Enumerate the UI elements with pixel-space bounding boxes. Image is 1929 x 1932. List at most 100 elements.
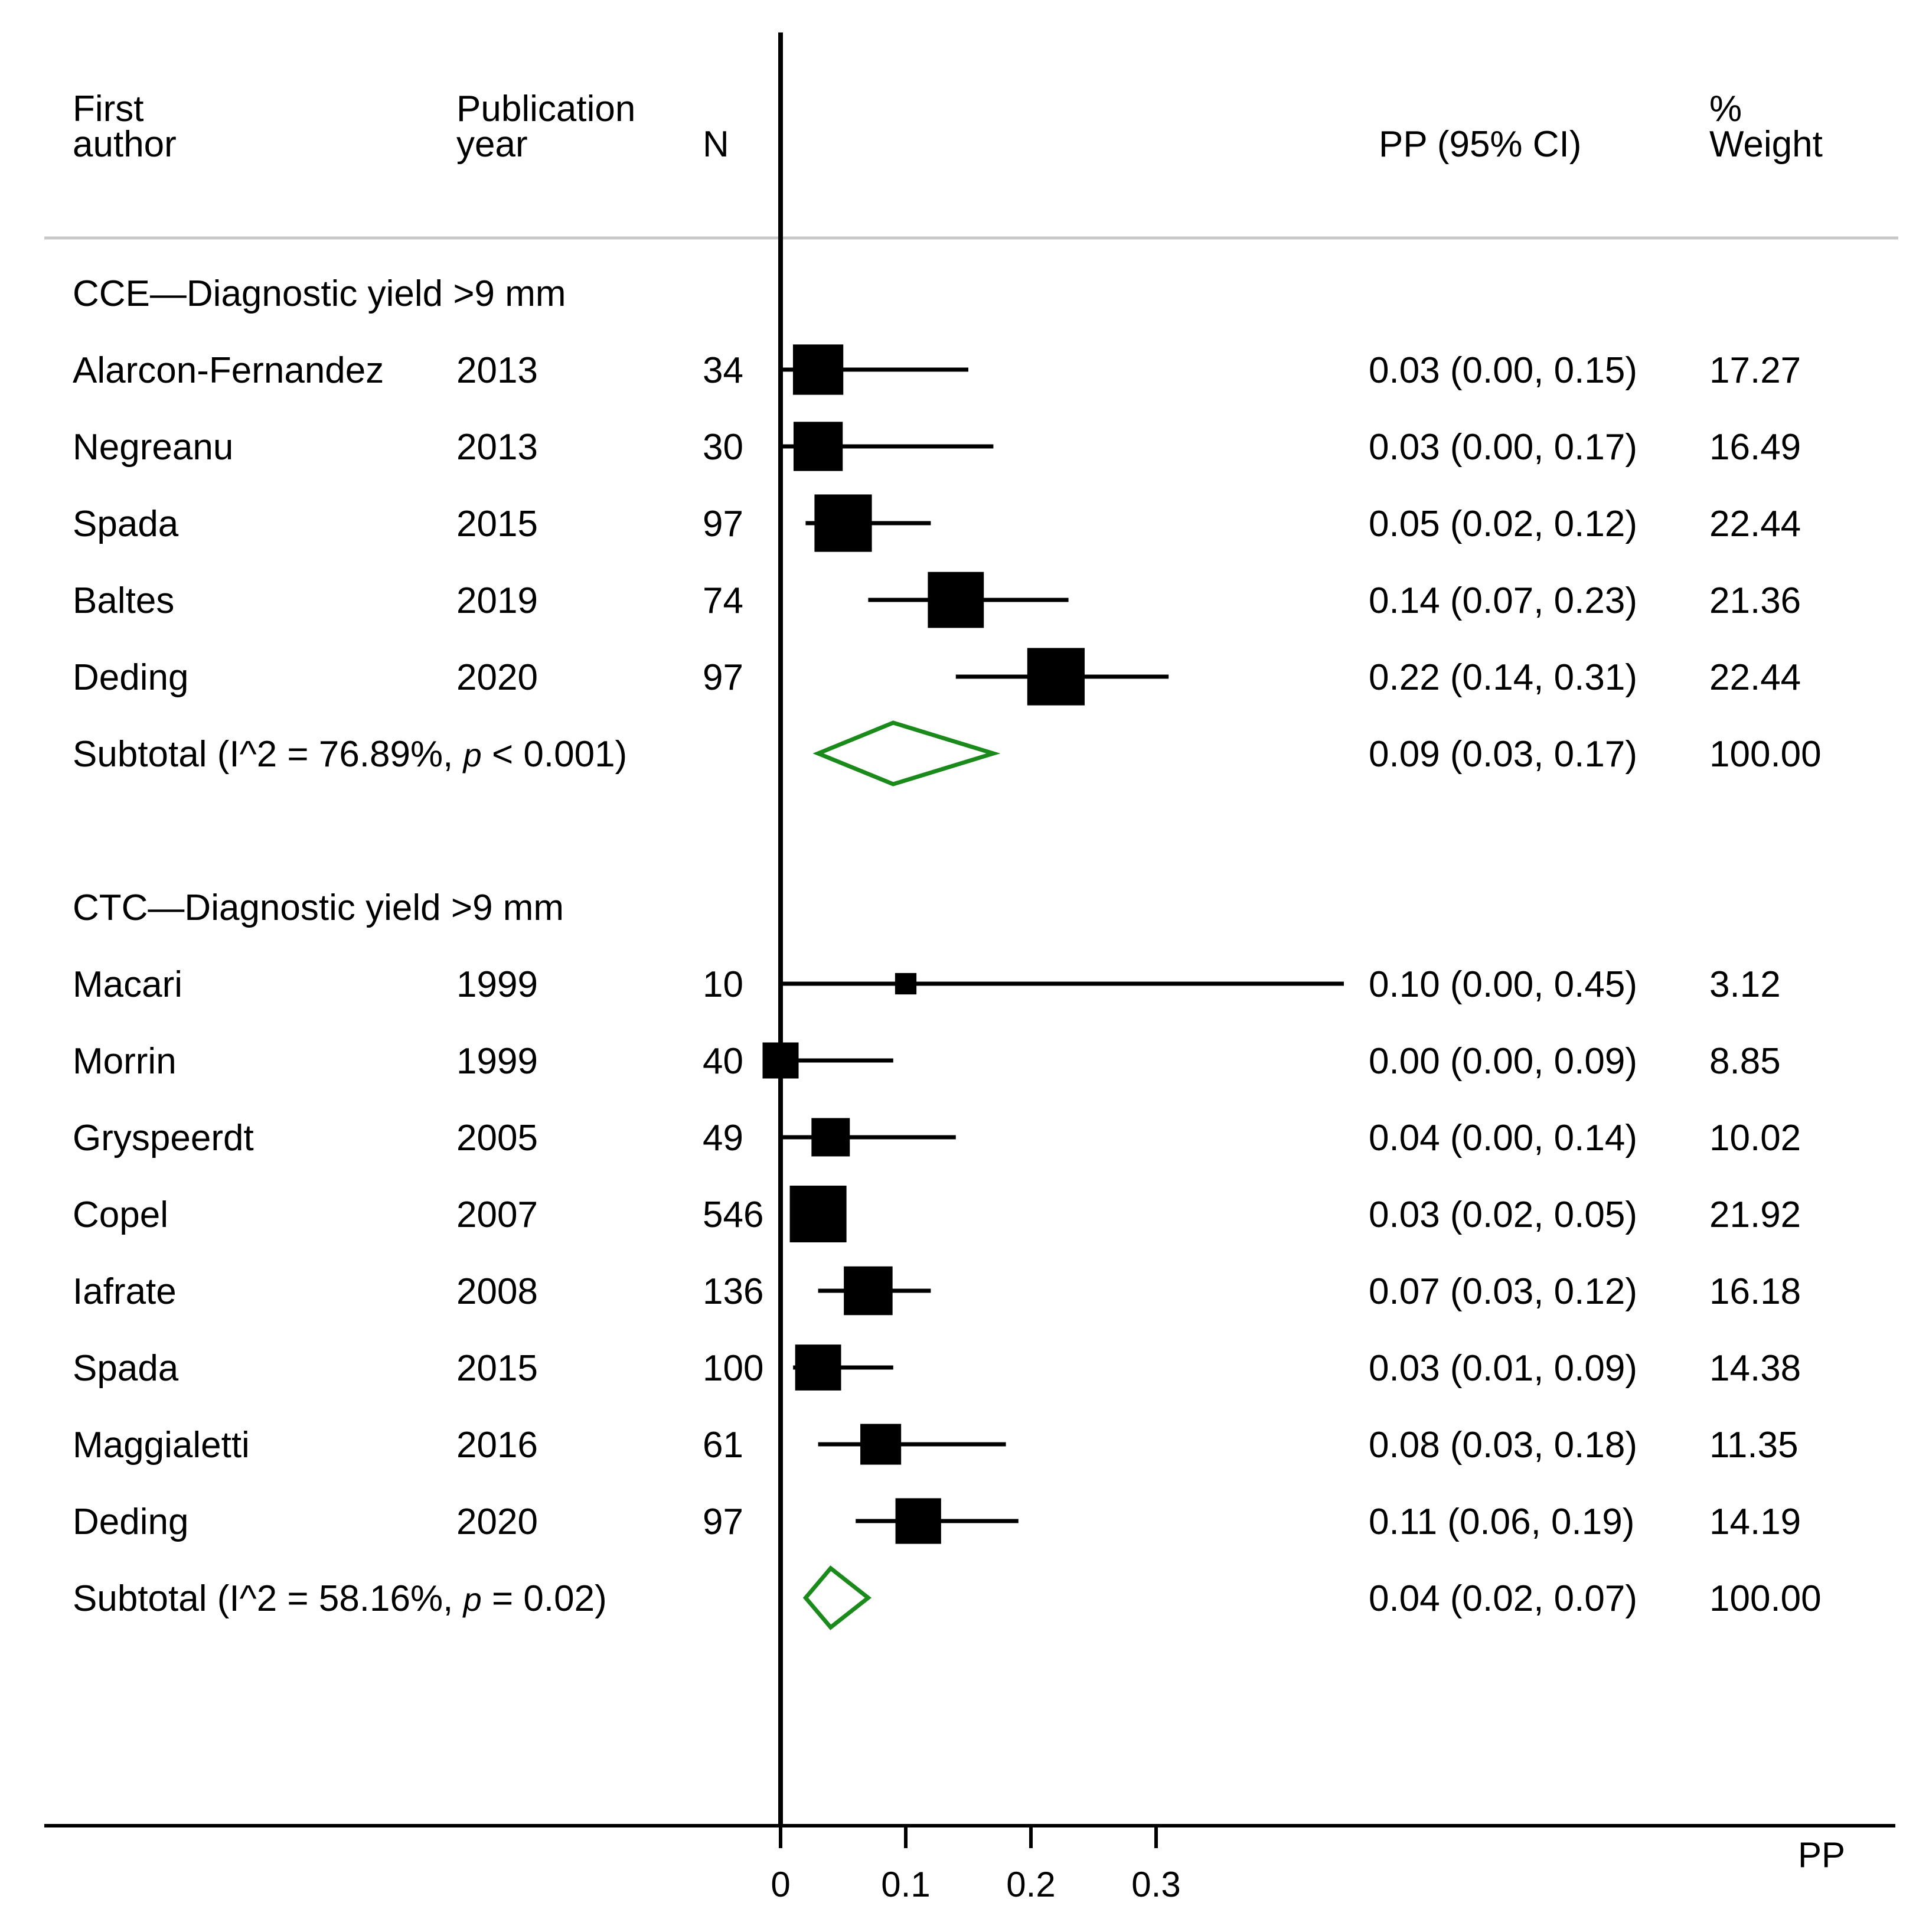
study-author: Copel	[73, 1195, 168, 1235]
point-estimate-box	[789, 1185, 847, 1243]
study-ci: 0.05 (0.02, 0.12)	[1369, 504, 1637, 544]
study-row: Macari 1999 10 0.10 (0.00, 0.45) 3.12	[73, 964, 1781, 1005]
subtotal-weight: 100.00	[1709, 1578, 1822, 1619]
pooled-estimate-diamond	[812, 720, 1001, 786]
study-weight: 8.85	[1709, 1041, 1781, 1082]
subtotal-heterogeneity: Subtotal (I^2 = 76.89%,	[73, 734, 464, 775]
study-row: Spada 2015 100 0.03 (0.01, 0.09) 14.38	[73, 1344, 1801, 1391]
subtotal-heterogeneity: Subtotal (I^2 = 58.16%,	[73, 1578, 464, 1619]
study-n: 136	[703, 1271, 763, 1312]
study-weight: 11.35	[1709, 1425, 1799, 1466]
study-n: 40	[703, 1041, 743, 1082]
study-author: Deding	[73, 657, 188, 698]
study-year: 2005	[456, 1118, 538, 1158]
study-ci: 0.04 (0.00, 0.14)	[1369, 1118, 1637, 1158]
study-year: 2016	[456, 1425, 538, 1466]
point-estimate-box	[795, 1344, 841, 1391]
study-author: Alarcon-Fernandez	[73, 350, 384, 391]
point-estimate-box	[814, 494, 872, 552]
study-year: 2013	[456, 427, 538, 468]
study-row: Spada 2015 97 0.05 (0.02, 0.12) 22.44	[73, 494, 1801, 552]
header-weight-line1: %	[1709, 89, 1742, 129]
study-n: 74	[703, 580, 743, 621]
study-ci: 0.03 (0.02, 0.05)	[1369, 1195, 1637, 1235]
point-estimate-box	[811, 1118, 850, 1157]
forest-rows: CCE—Diagnostic yield >9 mm Alarcon-Fernan…	[73, 273, 1822, 1630]
study-weight: 14.19	[1709, 1502, 1801, 1542]
x-axis-ticks: 0 0.1 0.2 0.3	[771, 1826, 1181, 1904]
study-n: 10	[703, 964, 743, 1005]
study-weight: 3.12	[1709, 964, 1781, 1005]
study-year: 2020	[456, 1502, 538, 1542]
study-author: Deding	[73, 1502, 188, 1542]
study-weight: 10.02	[1709, 1118, 1801, 1158]
study-year: 2015	[456, 504, 538, 544]
study-row: Copel 2007 546 0.03 (0.02, 0.05) 21.92	[73, 1185, 1801, 1243]
study-ci: 0.11 (0.06, 0.19)	[1369, 1502, 1634, 1542]
header-n: N	[703, 124, 729, 165]
study-author: Maggialetti	[73, 1425, 250, 1466]
study-weight: 21.92	[1709, 1195, 1801, 1235]
study-n: 49	[703, 1118, 743, 1158]
subtotal-row: Subtotal (I^2 = 58.16%, p = 0.02) 0.04 (0…	[73, 1565, 1822, 1630]
study-ci: 0.03 (0.01, 0.09)	[1369, 1348, 1637, 1389]
subtotal-weight: 100.00	[1709, 734, 1822, 775]
study-n: 34	[703, 350, 743, 391]
study-author: Spada	[73, 1348, 179, 1389]
study-ci: 0.07 (0.03, 0.12)	[1369, 1271, 1637, 1312]
study-author: Macari	[73, 964, 182, 1005]
study-n: 97	[703, 504, 743, 544]
point-estimate-box	[844, 1266, 893, 1316]
point-estimate-box	[1027, 648, 1085, 706]
subtotal-p-value: = 0.02)	[482, 1578, 607, 1619]
study-row: Alarcon-Fernandez 2013 34 0.03 (0.00, 0.15)…	[73, 344, 1801, 395]
point-estimate-box	[928, 572, 984, 628]
study-ci: 0.10 (0.00, 0.45)	[1369, 964, 1637, 1005]
study-row: Maggialetti 2016 61 0.08 (0.03, 0.18) 11.35	[73, 1424, 1799, 1466]
study-row: Negreanu 2013 30 0.03 (0.00, 0.17) 16.49	[73, 422, 1801, 471]
subtotal-p-symbol: p	[462, 736, 482, 774]
study-year: 2019	[456, 580, 538, 621]
study-ci: 0.08 (0.03, 0.18)	[1369, 1425, 1637, 1466]
study-author: Iafrate	[73, 1271, 177, 1312]
study-year: 2013	[456, 350, 538, 391]
pooled-estimate-diamond	[802, 1565, 872, 1630]
point-estimate-box	[793, 422, 843, 471]
study-year: 1999	[456, 964, 538, 1005]
group-title: CCE—Diagnostic yield >9 mm	[73, 273, 566, 314]
study-author: Spada	[73, 504, 179, 544]
study-ci: 0.00 (0.00, 0.09)	[1369, 1041, 1637, 1082]
study-row: Deding 2020 97 0.11 (0.06, 0.19) 14.19	[73, 1498, 1801, 1544]
point-estimate-box	[792, 344, 844, 395]
header-year-line1: Publication	[456, 89, 635, 129]
study-ci: 0.22 (0.14, 0.31)	[1369, 657, 1637, 698]
x-tick-label: 0	[771, 1865, 790, 1904]
study-weight: 17.27	[1709, 350, 1801, 391]
point-estimate-box	[895, 1498, 941, 1544]
study-row: Baltes 2019 74 0.14 (0.07, 0.23) 21.36	[73, 572, 1801, 628]
study-n: 546	[703, 1195, 763, 1235]
header-ci: PP (95% CI)	[1379, 124, 1581, 165]
study-weight: 22.44	[1709, 504, 1801, 544]
study-year: 2020	[456, 657, 538, 698]
x-tick-label: 0.2	[1006, 1865, 1055, 1904]
study-n: 100	[703, 1348, 763, 1389]
study-n: 97	[703, 657, 743, 698]
study-row: Iafrate 2008 136 0.07 (0.03, 0.12) 16.18	[73, 1266, 1801, 1316]
study-row: Morrin 1999 40 0.00 (0.00, 0.09) 8.85	[73, 1041, 1781, 1082]
x-tick-label: 0.3	[1131, 1865, 1180, 1904]
study-year: 2008	[456, 1271, 538, 1312]
point-estimate-box	[895, 972, 917, 995]
study-year: 2015	[456, 1348, 538, 1389]
subtotal-p-symbol: p	[462, 1581, 482, 1618]
subtotal-ci: 0.09 (0.03, 0.17)	[1369, 734, 1637, 775]
subtotal-p-value: < 0.001)	[482, 734, 627, 775]
study-ci: 0.03 (0.00, 0.17)	[1369, 427, 1637, 468]
header-year-line2: year	[456, 124, 528, 165]
study-row: Gryspeerdt 2005 49 0.04 (0.00, 0.14) 10.02	[73, 1118, 1801, 1158]
header-author-line1: First	[73, 89, 144, 129]
study-weight: 14.38	[1709, 1348, 1801, 1389]
study-weight: 16.18	[1709, 1271, 1801, 1312]
header-author-line2: author	[73, 124, 177, 165]
